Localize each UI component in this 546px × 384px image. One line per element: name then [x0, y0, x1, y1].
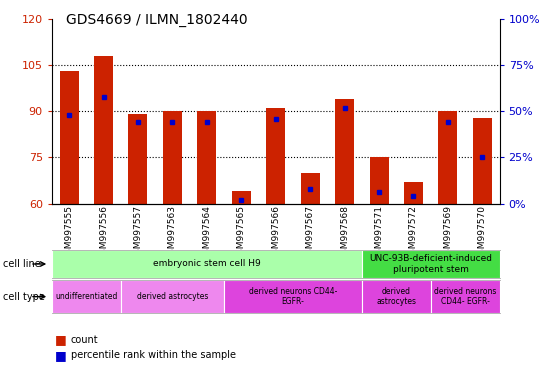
Text: derived neurons
CD44- EGFR-: derived neurons CD44- EGFR- [434, 287, 496, 306]
Bar [370, 157, 389, 204]
Text: ■: ■ [55, 349, 67, 362]
Bar [335, 99, 354, 204]
Text: UNC-93B-deficient-induced
pluripotent stem: UNC-93B-deficient-induced pluripotent st… [369, 254, 492, 274]
Text: embryonic stem cell H9: embryonic stem cell H9 [153, 260, 261, 268]
Text: derived astrocytes: derived astrocytes [136, 292, 208, 301]
Bar [404, 182, 423, 204]
Bar [60, 71, 79, 204]
Text: ■: ■ [55, 333, 67, 346]
Text: derived neurons CD44-
EGFR-: derived neurons CD44- EGFR- [249, 287, 337, 306]
Text: derived
astrocytes: derived astrocytes [376, 287, 416, 306]
Bar [438, 111, 458, 204]
Bar [128, 114, 147, 204]
Text: cell line: cell line [3, 259, 40, 269]
Text: percentile rank within the sample: percentile rank within the sample [71, 350, 236, 360]
Bar [198, 111, 216, 204]
Text: cell type: cell type [3, 291, 45, 302]
Bar [473, 118, 492, 204]
Bar [266, 108, 285, 204]
Text: GDS4669 / ILMN_1802440: GDS4669 / ILMN_1802440 [66, 13, 247, 27]
Bar [232, 191, 251, 204]
Bar [163, 111, 182, 204]
Text: count: count [71, 335, 99, 345]
Text: undifferentiated: undifferentiated [55, 292, 117, 301]
Bar [94, 56, 113, 204]
Bar [301, 173, 319, 204]
